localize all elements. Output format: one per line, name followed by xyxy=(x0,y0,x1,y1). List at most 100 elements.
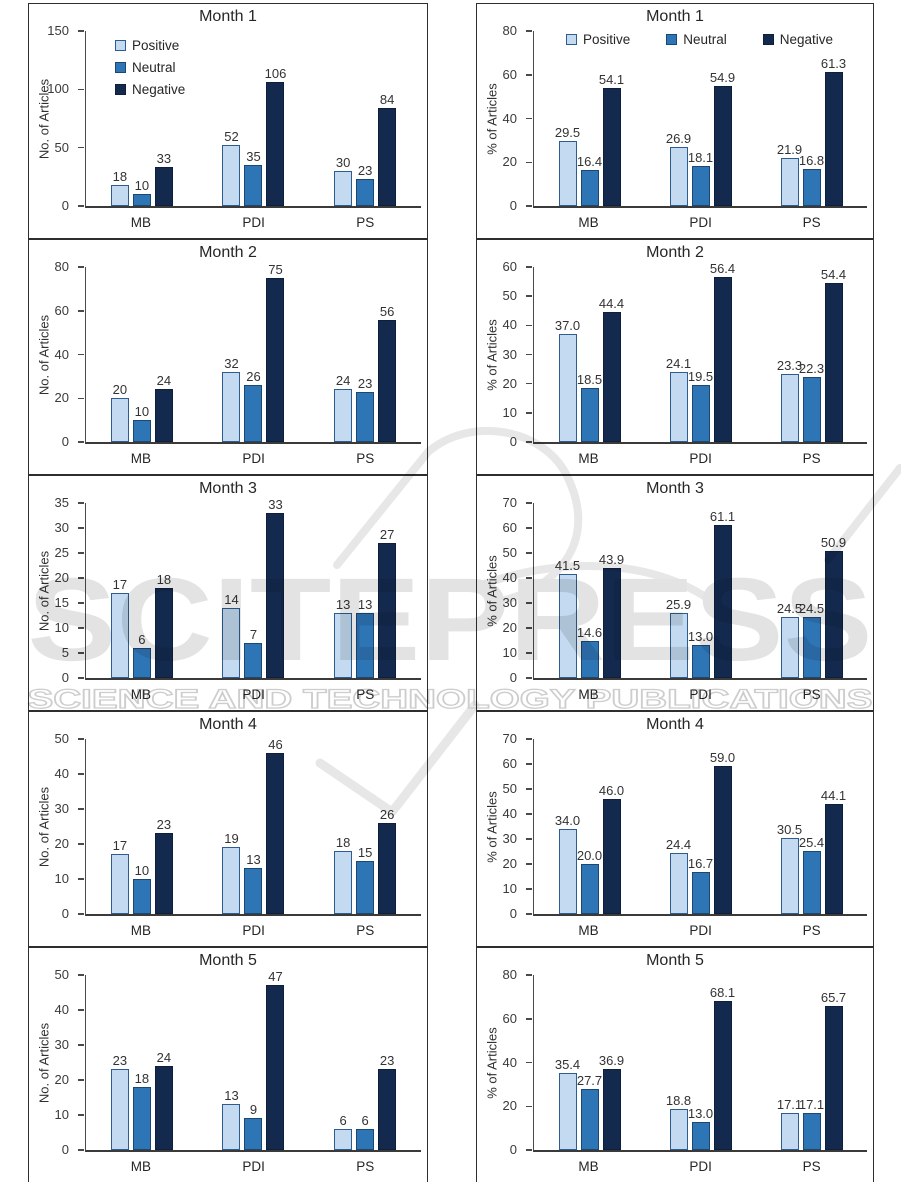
bar-value-label: 23 xyxy=(379,1053,395,1068)
plot-area: 34.0 20.0 46.0 24.4 16.7 59.0 30.5 25.4 44.1 xyxy=(533,739,867,916)
bar-value-label: 52 xyxy=(224,129,239,144)
x-category-label: MB xyxy=(130,215,151,230)
y-tick-label: 40 xyxy=(502,570,517,585)
bar-value-label: 17.1 xyxy=(776,1097,803,1112)
bar-neutral: 13 xyxy=(356,597,375,678)
bar-value-label: 17 xyxy=(112,838,128,853)
bar-value-label: 18.5 xyxy=(576,372,603,387)
bar-neutral: 23 xyxy=(356,163,375,206)
legend-item-positive: Positive xyxy=(115,38,185,53)
chart-title: Month 4 xyxy=(199,716,257,733)
x-axis-labels: MB PDI PS xyxy=(533,215,866,230)
bar-neutral: 17.1 xyxy=(799,1097,824,1150)
chart-title: Month 4 xyxy=(646,716,704,733)
x-category-label: PDI xyxy=(689,923,712,938)
y-tick-mark xyxy=(526,677,532,679)
y-tick-mark xyxy=(526,353,532,356)
bar-neutral: 23 xyxy=(356,376,375,442)
bar-group-pdi: 52 35 106 xyxy=(220,31,286,206)
bar-value-label: 18 xyxy=(134,1071,150,1086)
y-tick-label: 40 xyxy=(54,1002,69,1017)
x-category-label: PS xyxy=(802,923,821,938)
y-tick-label: 20 xyxy=(54,1072,69,1087)
bar-value-label: 65.7 xyxy=(820,990,847,1005)
y-tick-mark xyxy=(78,1079,84,1081)
y-tick-mark xyxy=(78,843,84,845)
bar-value-label: 6 xyxy=(138,632,146,647)
bar-group-ps: 18 15 26 xyxy=(332,739,398,914)
y-tick-mark xyxy=(526,602,532,604)
bar-value-label: 13 xyxy=(357,597,373,612)
y-tick-mark xyxy=(78,808,84,810)
y-tick-label: 60 xyxy=(502,1010,517,1026)
bar-positive: 24 xyxy=(334,373,353,442)
y-tick-label: 10 xyxy=(54,1107,69,1122)
bar-negative: 24 xyxy=(154,373,173,442)
bar-positive: 6 xyxy=(334,1113,353,1150)
bar-value-label: 23 xyxy=(357,163,373,178)
y-tick-label: 50 xyxy=(502,781,517,796)
bar-positive: 34.0 xyxy=(555,813,580,914)
y-tick-mark xyxy=(78,310,84,312)
bar-neutral: 16.7 xyxy=(688,856,713,914)
bar-neutral: 14.6 xyxy=(577,625,602,678)
bar-negative: 43.9 xyxy=(599,552,624,678)
y-tick-label: 20 xyxy=(502,1098,517,1114)
y-tick-label: 10 xyxy=(54,620,69,635)
bar-positive: 37.0 xyxy=(555,318,580,442)
bar-value-label: 9 xyxy=(249,1102,258,1117)
bar-value-label: 27 xyxy=(379,527,395,542)
y-tick-label: 0 xyxy=(61,670,69,685)
bar-positive: 32 xyxy=(222,356,241,442)
bar-negative: 36.9 xyxy=(599,1053,624,1150)
x-category-label: MB xyxy=(130,923,151,938)
bar-negative: 50.9 xyxy=(821,535,846,678)
bar-negative: 26 xyxy=(378,807,397,914)
bar-negative: 46 xyxy=(266,737,285,914)
bar-value-label: 59.0 xyxy=(709,750,736,765)
bar-neutral: 16.4 xyxy=(577,154,602,206)
y-tick-label: 10 xyxy=(502,881,517,896)
bar-group-ps: 30 23 84 xyxy=(332,31,398,206)
y-tick-mark xyxy=(526,382,532,385)
y-axis-label: % of Articles xyxy=(484,554,500,627)
legend-swatch-icon xyxy=(565,34,577,45)
bar-positive: 30.5 xyxy=(777,822,802,914)
y-tick-label: 35 xyxy=(54,495,69,510)
y-tick-mark xyxy=(78,30,84,32)
y-tick-mark xyxy=(78,577,84,579)
x-category-label: PDI xyxy=(689,1159,712,1174)
x-axis-labels: MB PDI PS xyxy=(533,451,866,466)
bar-value-label: 84 xyxy=(379,92,395,107)
bar-neutral: 13.0 xyxy=(688,629,713,678)
bar-value-label: 46 xyxy=(268,737,283,752)
x-category-label: PS xyxy=(802,1159,821,1174)
y-tick-mark xyxy=(78,527,84,529)
bar-value-label: 44.1 xyxy=(820,788,847,803)
bar-negative: 106 xyxy=(265,66,286,206)
x-category-label: MB xyxy=(130,687,151,702)
y-tick-mark xyxy=(526,763,532,765)
bar-group-mb: 35.4 27.7 36.9 xyxy=(555,975,624,1150)
y-tick-mark xyxy=(78,878,84,880)
y-tick-mark xyxy=(78,441,84,443)
y-tick-mark xyxy=(526,527,532,529)
x-category-label: PDI xyxy=(242,451,265,466)
bar-negative: 24 xyxy=(154,1050,173,1150)
bar-group-ps: 17.1 17.1 65.7 xyxy=(776,975,847,1150)
bar-value-label: 18 xyxy=(335,835,351,850)
bar-value-label: 16.7 xyxy=(687,856,714,871)
legend-item-negative: Negative xyxy=(762,32,833,47)
bar-value-label: 20 xyxy=(112,382,128,397)
bar-value-label: 44.4 xyxy=(598,296,625,311)
bar-value-label: 7 xyxy=(249,627,258,642)
bar-negative: 75 xyxy=(266,262,285,442)
bar-value-label: 16.4 xyxy=(576,154,603,169)
y-axis-label: No. of Articles xyxy=(36,1022,52,1103)
bar-value-label: 16.8 xyxy=(798,153,825,168)
bar-neutral: 24.5 xyxy=(799,601,824,678)
chart-title: Month 2 xyxy=(646,244,704,261)
y-tick-label: 80 xyxy=(502,23,517,38)
bar-value-label: 68.1 xyxy=(709,985,736,1000)
